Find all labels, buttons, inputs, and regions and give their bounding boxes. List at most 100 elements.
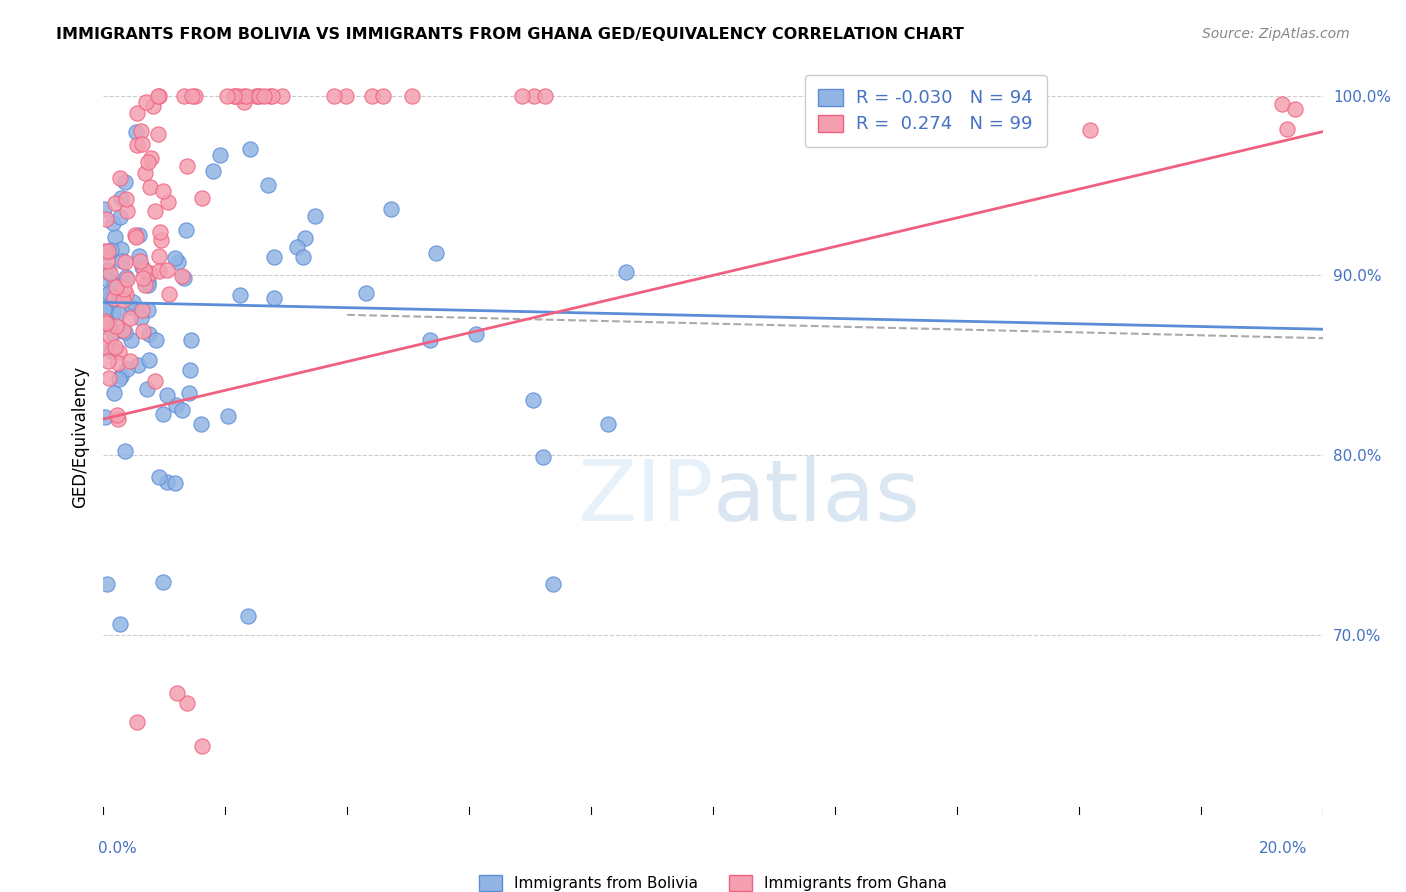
Immigrants from Ghana (270, 88, 292, 103)
Immigrants from Bolivia (110, 368, 132, 383)
Immigrants from Bolivia (103, 277, 125, 292)
Immigrants from Ghana (105, 318, 128, 333)
Immigrants from Ghana (143, 203, 166, 218)
Immigrants from Ghana (93, 244, 115, 258)
Immigrants from Bolivia (202, 164, 225, 178)
Immigrants from Bolivia (103, 385, 125, 400)
Immigrants from Ghana (247, 88, 270, 103)
Immigrants from Ghana (180, 88, 202, 103)
Immigrants from Ghana (131, 137, 153, 152)
Immigrants from Bolivia (136, 278, 159, 293)
Immigrants from Ghana (176, 697, 198, 711)
Immigrants from Bolivia (100, 243, 122, 257)
Immigrants from Ghana (136, 154, 159, 169)
Immigrants from Ghana (125, 230, 148, 244)
Immigrants from Ghana (148, 128, 170, 142)
Immigrants from Bolivia (239, 142, 262, 156)
Immigrants from Bolivia (103, 288, 125, 302)
Immigrants from Ghana (157, 194, 180, 209)
Immigrants from Bolivia (167, 254, 190, 268)
Immigrants from Bolivia (94, 289, 117, 303)
Immigrants from Ghana (104, 196, 127, 211)
Immigrants from Bolivia (179, 386, 201, 401)
Immigrants from Ghana (523, 88, 546, 103)
Immigrants from Bolivia (94, 308, 117, 322)
Immigrants from Ghana (235, 88, 257, 103)
Immigrants from Ghana (247, 88, 270, 103)
Immigrants from Ghana (184, 88, 207, 103)
Immigrants from Bolivia (174, 223, 197, 237)
Immigrants from Bolivia (114, 175, 136, 189)
Immigrants from Ghana (226, 88, 249, 103)
Immigrants from Ghana (176, 159, 198, 173)
Immigrants from Ghana (112, 282, 135, 296)
Immigrants from Ghana (1270, 96, 1292, 111)
Immigrants from Ghana (190, 739, 212, 754)
Immigrants from Ghana (124, 228, 146, 243)
Immigrants from Ghana (107, 356, 129, 370)
Immigrants from Bolivia (104, 230, 127, 244)
Immigrants from Ghana (149, 233, 172, 247)
Immigrants from Bolivia (111, 253, 134, 268)
Immigrants from Ghana (134, 166, 156, 180)
Immigrants from Ghana (148, 88, 170, 103)
Immigrants from Bolivia (190, 417, 212, 431)
Immigrants from Bolivia (425, 246, 447, 260)
Immigrants from Bolivia (110, 191, 132, 205)
Immigrants from Bolivia (172, 403, 194, 417)
Immigrants from Ghana (97, 244, 120, 259)
Immigrants from Bolivia (165, 251, 187, 265)
Immigrants from Bolivia (96, 245, 118, 260)
Immigrants from Ghana (224, 88, 246, 103)
Immigrants from Bolivia (94, 293, 117, 307)
Immigrants from Bolivia (304, 209, 326, 223)
Immigrants from Ghana (110, 170, 132, 185)
Immigrants from Ghana (148, 88, 170, 103)
Text: IMMIGRANTS FROM BOLIVIA VS IMMIGRANTS FROM GHANA GED/EQUIVALENCY CORRELATION CHA: IMMIGRANTS FROM BOLIVIA VS IMMIGRANTS FR… (56, 27, 965, 42)
Text: 0.0%: 0.0% (98, 841, 138, 856)
Immigrants from Ghana (233, 95, 256, 109)
Immigrants from Bolivia (263, 250, 285, 264)
Immigrants from Ghana (115, 286, 138, 301)
Immigrants from Ghana (98, 370, 121, 384)
Immigrants from Ghana (259, 88, 281, 103)
Immigrants from Bolivia (156, 475, 179, 489)
Immigrants from Ghana (94, 314, 117, 328)
Immigrants from Bolivia (100, 322, 122, 336)
Legend: R = -0.030   N = 94, R =  0.274   N = 99: R = -0.030 N = 94, R = 0.274 N = 99 (804, 76, 1046, 147)
Immigrants from Bolivia (115, 362, 138, 376)
Immigrants from Ghana (166, 686, 188, 700)
Immigrants from Ghana (510, 88, 533, 103)
Immigrants from Ghana (141, 99, 163, 113)
Immigrants from Bolivia (131, 311, 153, 326)
Immigrants from Ghana (148, 249, 170, 263)
Immigrants from Bolivia (292, 250, 315, 264)
Immigrants from Ghana (157, 287, 180, 301)
Immigrants from Bolivia (96, 303, 118, 318)
Immigrants from Ghana (534, 88, 557, 103)
Immigrants from Ghana (131, 324, 153, 338)
Immigrants from Ghana (115, 192, 138, 206)
Immigrants from Ghana (134, 278, 156, 293)
Immigrants from Bolivia (380, 202, 402, 217)
Immigrants from Bolivia (97, 262, 120, 277)
Immigrants from Ghana (125, 137, 148, 152)
Immigrants from Ghana (322, 88, 344, 103)
Immigrants from Bolivia (108, 617, 131, 632)
Immigrants from Ghana (1275, 122, 1298, 136)
Immigrants from Bolivia (125, 125, 148, 139)
Immigrants from Ghana (112, 293, 135, 307)
Text: 20.0%: 20.0% (1260, 841, 1308, 856)
Immigrants from Bolivia (419, 333, 441, 347)
Immigrants from Bolivia (100, 319, 122, 334)
Immigrants from Ghana (148, 263, 170, 277)
Immigrants from Bolivia (98, 286, 121, 301)
Immigrants from Bolivia (598, 417, 620, 431)
Immigrants from Ghana (118, 354, 141, 368)
Immigrants from Ghana (373, 88, 395, 103)
Immigrants from Ghana (125, 715, 148, 730)
Immigrants from Ghana (401, 88, 423, 103)
Immigrants from Bolivia (209, 148, 232, 162)
Immigrants from Bolivia (138, 352, 160, 367)
Immigrants from Ghana (135, 95, 157, 110)
